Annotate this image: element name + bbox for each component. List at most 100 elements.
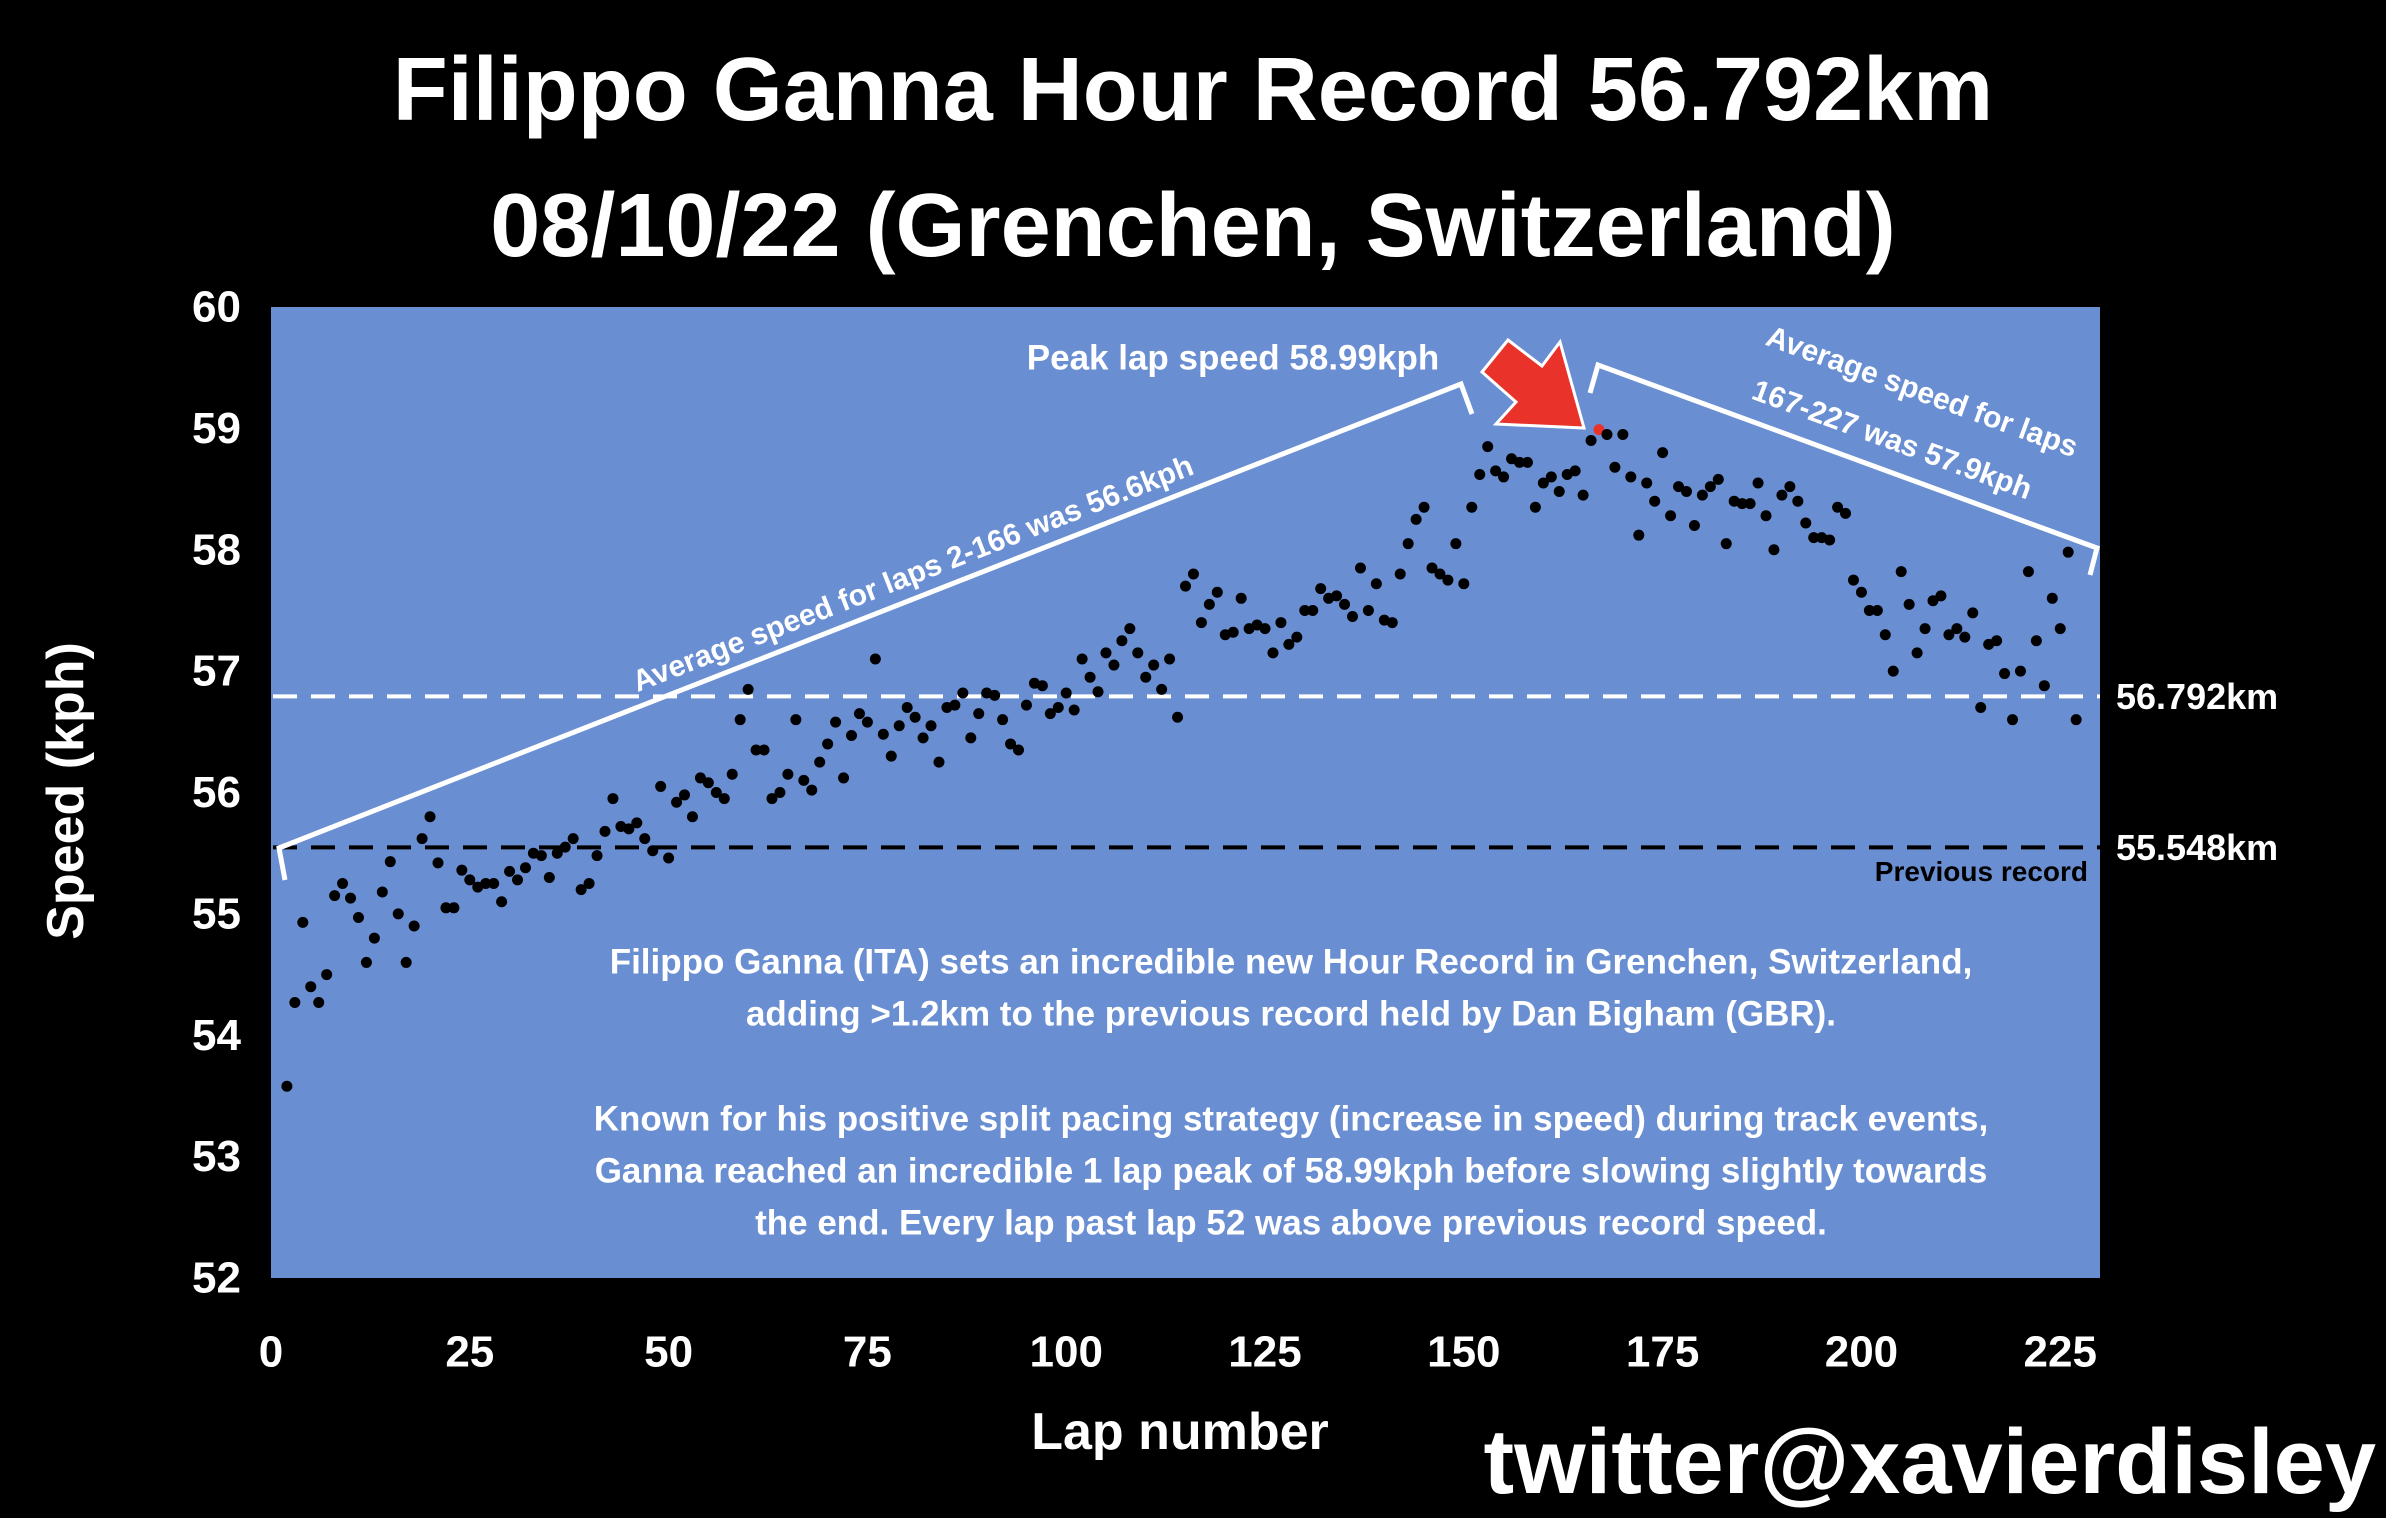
data-point bbox=[798, 774, 810, 786]
data-point bbox=[893, 720, 905, 732]
data-point bbox=[726, 768, 738, 780]
x-tick-label: 0 bbox=[259, 1328, 283, 1377]
data-point bbox=[1951, 623, 1963, 635]
data-point bbox=[758, 744, 770, 756]
data-point bbox=[1386, 617, 1398, 629]
data-point bbox=[1426, 562, 1438, 574]
data-point bbox=[1020, 699, 1032, 711]
data-point bbox=[1203, 598, 1215, 610]
data-point bbox=[1172, 711, 1184, 723]
data-point bbox=[1291, 631, 1303, 643]
description: the end. Every lap past lap 52 was above… bbox=[755, 1204, 1827, 1243]
data-point bbox=[1195, 617, 1207, 629]
data-point bbox=[989, 689, 1001, 701]
reference-label: 55.548km bbox=[2116, 827, 2278, 868]
data-point bbox=[1688, 519, 1700, 531]
data-point bbox=[2054, 623, 2066, 635]
data-point bbox=[1824, 534, 1836, 546]
data-point bbox=[1442, 574, 1454, 586]
data-point bbox=[1744, 498, 1756, 510]
data-point bbox=[909, 711, 921, 723]
data-point bbox=[1577, 489, 1589, 501]
description: Known for his positive split pacing stra… bbox=[594, 1100, 1989, 1139]
x-axis-label: Lap number bbox=[1031, 1403, 1329, 1461]
y-axis-label: Speed (kph) bbox=[37, 642, 95, 940]
x-tick-label: 25 bbox=[445, 1328, 494, 1377]
data-point bbox=[647, 845, 659, 857]
data-point bbox=[1895, 566, 1907, 578]
data-point bbox=[567, 833, 579, 845]
data-point bbox=[1466, 501, 1478, 513]
data-point bbox=[917, 732, 929, 744]
data-point bbox=[1394, 568, 1406, 580]
x-tick-label: 175 bbox=[1626, 1328, 1699, 1377]
data-point bbox=[1736, 498, 1748, 510]
data-point bbox=[329, 890, 341, 902]
data-point bbox=[2007, 714, 2019, 726]
data-point bbox=[1410, 513, 1422, 525]
data-point bbox=[973, 708, 985, 720]
data-point bbox=[655, 780, 667, 792]
data-point bbox=[1529, 501, 1541, 513]
data-point bbox=[734, 714, 746, 726]
data-point bbox=[1299, 604, 1311, 616]
y-tick-label: 58 bbox=[192, 525, 241, 574]
data-point bbox=[686, 811, 698, 823]
data-point bbox=[1649, 495, 1661, 507]
data-point bbox=[2046, 592, 2058, 604]
data-point bbox=[1060, 687, 1072, 699]
data-point bbox=[432, 857, 444, 869]
y-tick-label: 60 bbox=[192, 283, 241, 332]
data-point bbox=[997, 714, 1009, 726]
data-point bbox=[352, 912, 364, 924]
data-point bbox=[1331, 590, 1343, 602]
data-point bbox=[1068, 704, 1080, 716]
data-point bbox=[1521, 456, 1533, 468]
data-point bbox=[1784, 481, 1796, 493]
data-point bbox=[1959, 631, 1971, 643]
data-point bbox=[1855, 586, 1867, 598]
data-point bbox=[1458, 578, 1470, 590]
data-point bbox=[1887, 665, 1899, 677]
data-point bbox=[360, 956, 372, 968]
data-point bbox=[1108, 659, 1120, 671]
data-point bbox=[1275, 617, 1287, 629]
data-point bbox=[1354, 562, 1366, 574]
x-tick-label: 100 bbox=[1030, 1328, 1103, 1377]
data-point bbox=[1776, 489, 1788, 501]
data-point bbox=[1259, 623, 1271, 635]
data-point bbox=[1696, 489, 1708, 501]
y-tick-label: 57 bbox=[192, 647, 241, 696]
data-point bbox=[1187, 568, 1199, 580]
data-point bbox=[965, 732, 977, 744]
data-point bbox=[1593, 424, 1605, 436]
x-tick-label: 200 bbox=[1825, 1328, 1898, 1377]
data-point bbox=[1863, 604, 1875, 616]
data-point bbox=[1450, 538, 1462, 550]
data-point bbox=[2038, 680, 2050, 692]
data-point bbox=[384, 856, 396, 868]
data-point bbox=[1124, 623, 1136, 635]
data-point bbox=[1625, 471, 1637, 483]
data-point bbox=[830, 716, 842, 728]
data-point bbox=[814, 756, 826, 768]
data-point bbox=[1768, 544, 1780, 556]
data-point bbox=[1601, 428, 1613, 440]
data-point bbox=[1402, 538, 1414, 550]
data-point bbox=[376, 886, 388, 898]
description: Filippo Ganna (ITA) sets an incredible n… bbox=[610, 943, 1973, 982]
data-point bbox=[1975, 702, 1987, 714]
data-point bbox=[1418, 501, 1430, 513]
data-point bbox=[1474, 468, 1486, 480]
data-point bbox=[1569, 465, 1581, 477]
x-tick-label: 75 bbox=[843, 1328, 892, 1377]
data-point bbox=[1808, 532, 1820, 544]
reference-note: Previous record bbox=[1875, 856, 2088, 887]
data-point bbox=[583, 878, 595, 890]
data-point bbox=[368, 932, 380, 944]
data-point bbox=[448, 902, 460, 914]
bracket bbox=[276, 380, 1475, 881]
data-point bbox=[957, 687, 969, 699]
data-point bbox=[1553, 485, 1565, 497]
